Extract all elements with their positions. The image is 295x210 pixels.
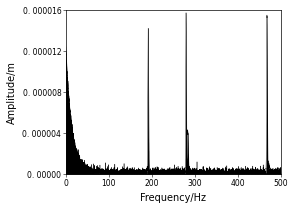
X-axis label: Frequency/Hz: Frequency/Hz — [140, 193, 206, 203]
Y-axis label: Amplitude/m: Amplitude/m — [7, 61, 17, 124]
